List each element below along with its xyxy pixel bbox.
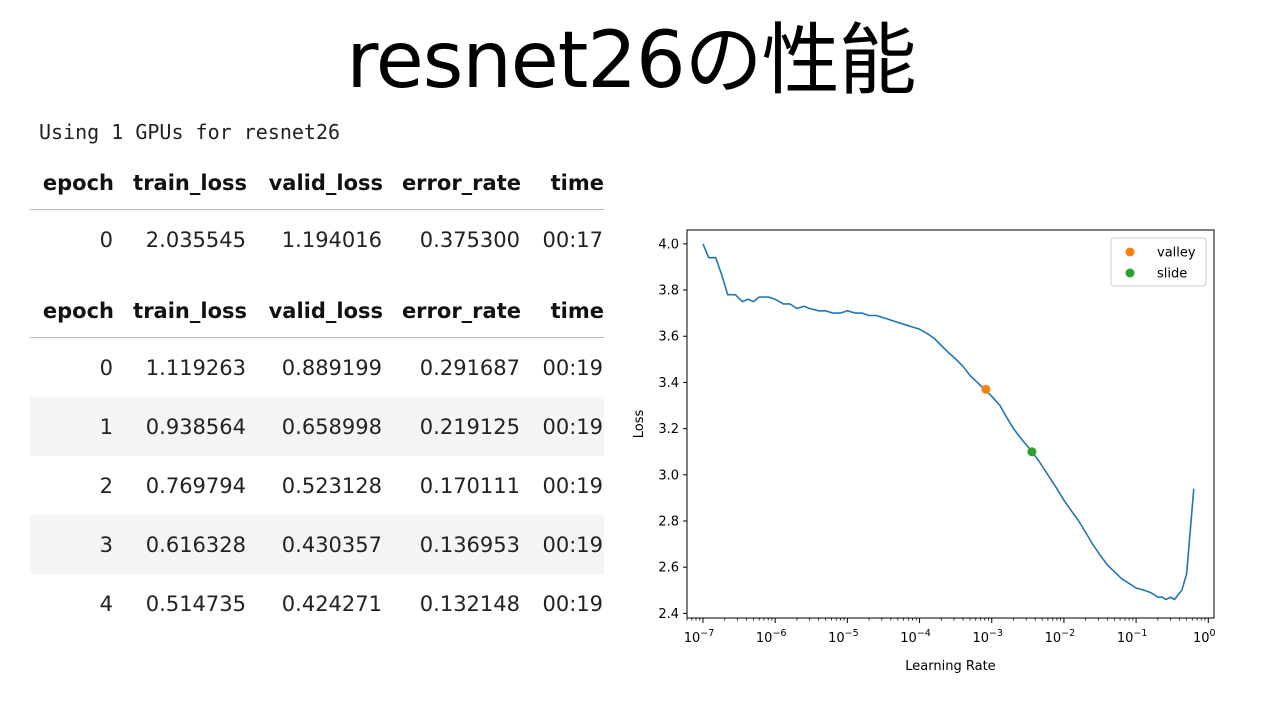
table-cell: 0 [99, 355, 113, 380]
table-row: 4 0.514735 0.424271 0.132148 00:19 [30, 574, 604, 633]
table-row: 1 0.938564 0.658998 0.219125 00:19 [30, 397, 604, 456]
table-cell: 0.430357 [247, 515, 383, 574]
table-row: 0 2.035545 1.194016 0.375300 00:17 [30, 210, 604, 270]
table-cell: 00:19 [542, 473, 603, 498]
x-tick-label: 10−7 [684, 628, 715, 646]
table-cell: 1.119263 [145, 355, 246, 380]
table-cell: 4 [99, 591, 113, 616]
table-cell: 0.424271 [281, 591, 382, 616]
x-tick-label: 100 [1193, 628, 1216, 646]
slide-title: resnet26の性能 [346, 16, 916, 106]
loss-series-line [702, 243, 1195, 601]
table-header-row: epoch train_loss valid_loss error_rate t… [30, 157, 604, 210]
table-cell: 0.889199 [281, 355, 382, 380]
x-axis-label: Learning Rate [905, 659, 995, 674]
column-header: error_rate [383, 157, 521, 210]
x-tick-label: 10−4 [900, 628, 931, 646]
table-cell: 0.938564 [114, 397, 247, 456]
column-header: train_loss [114, 285, 247, 338]
table-cell: 3 [30, 515, 114, 574]
table-cell: 00:19 [542, 355, 603, 380]
training-results-table-2: epoch train_loss valid_loss error_rate t… [30, 285, 604, 633]
column-header: epoch [30, 285, 114, 338]
y-tick-label: 2.4 [658, 607, 679, 622]
x-tick-label: 10−6 [756, 628, 787, 646]
table-cell: 0.170111 [419, 473, 520, 498]
legend-label-slide: slide [1157, 267, 1187, 282]
legend-marker-valley [1125, 247, 1135, 257]
column-header: train_loss [114, 157, 247, 210]
table-cell: 0.219125 [383, 397, 521, 456]
column-header: error_rate [383, 285, 521, 338]
table-cell: 00:19 [542, 591, 603, 616]
y-tick-label: 3.2 [658, 422, 679, 437]
table-cell: 0.523128 [281, 473, 382, 498]
legend-label-valley: valley [1157, 246, 1196, 261]
table-cell: 00:17 [542, 227, 603, 252]
y-tick-label: 2.6 [658, 561, 679, 576]
table-row: 0 1.119263 0.889199 0.291687 00:19 [30, 338, 604, 398]
table-cell: 00:19 [521, 397, 604, 456]
table-row: 3 0.616328 0.430357 0.136953 00:19 [30, 515, 604, 574]
y-tick-label: 3.0 [658, 468, 679, 483]
y-tick-label: 3.4 [658, 376, 679, 391]
column-header: epoch [30, 157, 114, 210]
y-tick-label: 3.8 [658, 284, 679, 299]
table-cell: 1.194016 [281, 227, 382, 252]
column-header: time [521, 285, 604, 338]
table-cell: 0.136953 [383, 515, 521, 574]
column-header: time [521, 157, 604, 210]
table-cell: 0 [99, 227, 113, 252]
x-tick-label: 10−5 [828, 628, 859, 646]
x-tick-label: 10−1 [1117, 628, 1148, 646]
table-cell: 0.132148 [419, 591, 520, 616]
table-cell: 1 [30, 397, 114, 456]
table-cell: 0.291687 [419, 355, 520, 380]
table-cell: 0.658998 [247, 397, 383, 456]
lr-finder-chart: 2.4 2.6 2.8 3.0 3.2 3.4 3.6 3.8 4.0 10−7 10−6 10−5 1… [632, 229, 1216, 674]
x-tick-label: 10−3 [972, 628, 1003, 646]
y-tick-label: 4.0 [658, 237, 679, 252]
column-header: valid_loss [247, 285, 383, 338]
x-tick-label: 10−2 [1045, 628, 1076, 646]
legend-box [1110, 237, 1207, 287]
plot-frame [686, 229, 1215, 619]
table-cell: 0.375300 [419, 227, 520, 252]
slide-point [1027, 447, 1037, 457]
table-row: 2 0.769794 0.523128 0.170111 00:19 [30, 456, 604, 515]
y-tick-label: 2.8 [658, 515, 679, 530]
y-axis-label: Loss [632, 410, 647, 439]
legend-marker-slide [1125, 268, 1135, 278]
column-header: valid_loss [247, 157, 383, 210]
table-cell: 00:19 [521, 515, 604, 574]
table-cell: 0.769794 [145, 473, 246, 498]
table-header-row: epoch train_loss valid_loss error_rate t… [30, 285, 604, 338]
table-cell: 0.616328 [114, 515, 247, 574]
valley-point [981, 384, 991, 394]
y-tick-label: 3.6 [658, 330, 679, 345]
table-cell: 2.035545 [145, 227, 246, 252]
stdout-line: Using 1 GPUs for resnet26 [39, 120, 341, 144]
table-cell: 2 [99, 473, 113, 498]
training-results-table-1: epoch train_loss valid_loss error_rate t… [30, 157, 604, 269]
table-cell: 0.514735 [145, 591, 246, 616]
